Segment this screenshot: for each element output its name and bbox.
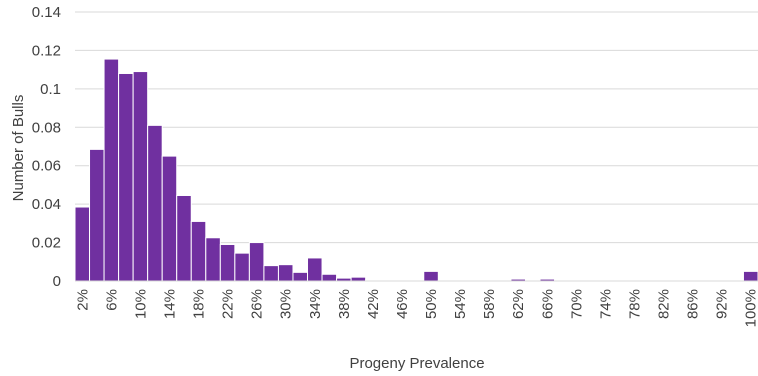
histogram-bar (205, 237, 221, 282)
y-tick-label: 0.1 (40, 81, 61, 98)
x-tick-label: 34% (307, 289, 324, 319)
histogram-bar (132, 71, 149, 282)
y-tick-label: 0.04 (32, 196, 61, 213)
histogram-bar (321, 273, 338, 282)
x-tick-label: 22% (220, 289, 237, 319)
histogram-bar (277, 264, 294, 282)
histogram-bar (423, 270, 439, 282)
histogram-bar (263, 265, 279, 282)
histogram-bar (190, 220, 207, 282)
y-tick-label: 0.06 (32, 158, 61, 175)
x-tick-label: 14% (161, 289, 178, 319)
y-tick-label: 0.14 (32, 4, 61, 21)
histogram-bar (161, 155, 178, 282)
histogram-bar (292, 271, 309, 282)
histogram-bar (350, 276, 367, 282)
histogram-bar (307, 257, 323, 282)
x-axis-ticks: 2% 6% 10% 14% 18% 22% 26% 30% 34% 38% 42% 46% 50% 54%… (74, 289, 758, 327)
y-tick-label: 0 (53, 273, 61, 290)
x-tick-label: 42% (365, 289, 382, 319)
x-tick-label: 10% (132, 289, 149, 319)
y-tick-label: 0.02 (32, 235, 61, 252)
x-tick-label: 46% (394, 289, 411, 319)
y-tick-label: 0.12 (32, 42, 61, 59)
histogram-bar (176, 194, 192, 282)
histogram-bar (219, 243, 236, 282)
x-tick-label: 26% (249, 289, 266, 319)
y-tick-label: 0.08 (32, 119, 61, 136)
x-axis-title: Progeny Prevalence (349, 355, 484, 372)
y-axis-ticks: 0 0.02 0.04 0.06 0.08 0.1 0.12 0.14 (32, 4, 61, 290)
x-tick-label: 38% (336, 289, 353, 319)
x-tick-label: 78% (626, 289, 643, 319)
histogram-bar (118, 72, 134, 282)
x-tick-label: 58% (481, 289, 498, 319)
x-tick-label: 18% (191, 289, 208, 319)
histogram-bar (742, 270, 758, 282)
x-tick-label: 82% (656, 289, 673, 319)
x-tick-label: 74% (597, 289, 614, 319)
histogram-bar (74, 206, 91, 282)
x-tick-label: 62% (510, 289, 527, 319)
x-tick-label: 86% (685, 289, 702, 319)
x-tick-label: 30% (278, 289, 295, 319)
y-axis-title: Number of Bulls (10, 95, 27, 202)
x-tick-label: 100% (743, 289, 758, 327)
x-tick-label: 6% (103, 289, 120, 311)
x-tick-label: 50% (423, 289, 440, 319)
x-tick-label: 66% (539, 289, 556, 319)
histogram-bar (147, 124, 163, 282)
x-tick-label: 92% (714, 289, 731, 319)
bars (74, 58, 758, 282)
x-tick-label: 70% (568, 289, 585, 319)
x-tick-label: 54% (452, 289, 469, 319)
histogram-bar (103, 58, 120, 282)
histogram-bar (89, 148, 105, 282)
histogram-bar (234, 252, 250, 282)
x-tick-label: 2% (74, 289, 91, 311)
histogram-bar (248, 242, 265, 282)
